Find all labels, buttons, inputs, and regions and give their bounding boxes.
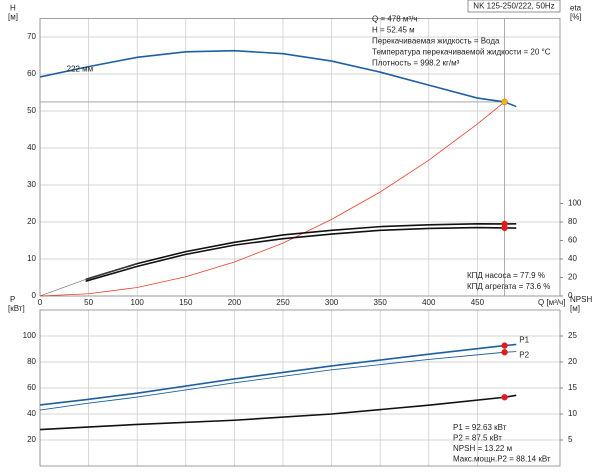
operating-point <box>501 349 508 356</box>
curve <box>39 343 517 406</box>
note-text: NPSH = 13.22 м <box>453 444 512 453</box>
curve <box>85 226 517 282</box>
y2-tick-label: 80 <box>568 217 577 226</box>
x-tick-label: 450 <box>471 298 485 307</box>
note-text: КПД агрегата = 73.6 % <box>467 282 550 291</box>
operating-point <box>501 394 508 401</box>
y-tick-label: 100 <box>23 331 37 340</box>
y2-tick-label: 15 <box>568 383 577 392</box>
y2-tick-label: 40 <box>568 254 577 263</box>
curve <box>85 223 517 281</box>
info-text: Q = 478 м³/ч <box>372 15 417 24</box>
y-tick-label: 80 <box>27 357 36 366</box>
info-text: Температура перекачиваемой жидкости = 20… <box>372 48 551 57</box>
x-tick-label: 300 <box>325 298 339 307</box>
operating-point <box>501 342 508 349</box>
x-tick-label: 250 <box>276 298 290 307</box>
series-label: P2 <box>519 351 529 360</box>
note-text: P1 = 92.63 кВт <box>453 423 507 432</box>
y-tick-label: 40 <box>27 143 36 152</box>
plot-frame <box>39 18 561 297</box>
y-tick-label: 60 <box>27 69 36 78</box>
y-tick-label: 20 <box>27 217 36 226</box>
y2-tick-label: 10 <box>568 409 577 418</box>
x-tick-label: 200 <box>228 298 242 307</box>
curve <box>39 49 517 108</box>
y-tick-label: 20 <box>27 435 36 444</box>
info-text: H = 52.45 м <box>372 26 415 35</box>
x-tick-label: 150 <box>179 298 193 307</box>
chart-title: NK 125-250/222, 50Hz <box>473 2 554 11</box>
x-tick-label: 400 <box>422 298 436 307</box>
y2-tick-label: 100 <box>568 199 582 208</box>
x-tick-label: 350 <box>374 298 388 307</box>
y2-label: eta <box>570 4 582 13</box>
note-text: КПД насоса = 77.9 % <box>467 271 545 280</box>
y2-tick-label: 0 <box>568 291 573 300</box>
y2-tick-label: 20 <box>568 273 577 282</box>
x-tick-label: 0 <box>38 298 43 307</box>
y-tick-label: 30 <box>27 180 36 189</box>
info-text: Перекачиваемая жидкость = Вода <box>372 37 500 46</box>
operating-point <box>501 98 508 106</box>
title-box <box>467 0 561 13</box>
curve <box>39 351 517 411</box>
y-label: H <box>10 4 16 13</box>
x-tick-label: 50 <box>84 298 93 307</box>
note-text: Макс.мощн.P2 = 88.14 кВт <box>453 455 551 464</box>
y2-tick-label: 25 <box>568 331 577 340</box>
y2-label-unit: [м] <box>570 304 580 313</box>
curve <box>39 101 505 297</box>
y2-label-unit: [%] <box>570 13 582 22</box>
y2-tick-label: 60 <box>568 236 577 245</box>
x-tick-label: 100 <box>131 298 145 307</box>
series-label: 222 мм <box>67 65 94 74</box>
curve <box>39 263 138 297</box>
y-tick-label: 50 <box>27 106 36 115</box>
info-text: Плотность = 998.2 кг/м³ <box>372 59 460 68</box>
y-label-unit: [м] <box>8 13 18 22</box>
series-label: P1 <box>519 336 529 345</box>
y2-tick-label: 20 <box>568 357 577 366</box>
note-text: P2 = 87.5 кВт <box>453 434 502 443</box>
y-tick-label: 10 <box>27 254 36 263</box>
y-tick-label: 40 <box>27 409 36 418</box>
y2-tick-label: 5 <box>568 435 573 444</box>
x-label: Q [м³/ч] <box>538 298 565 307</box>
y-tick-label: 0 <box>32 291 37 300</box>
y-label-unit: [кВт] <box>8 304 25 313</box>
y-tick-label: 60 <box>27 383 36 392</box>
y-tick-label: 70 <box>27 32 36 41</box>
plot-frame <box>39 309 561 467</box>
y2-label: NPSH <box>570 295 592 304</box>
y-label: P <box>10 295 15 304</box>
operating-point <box>501 224 508 232</box>
